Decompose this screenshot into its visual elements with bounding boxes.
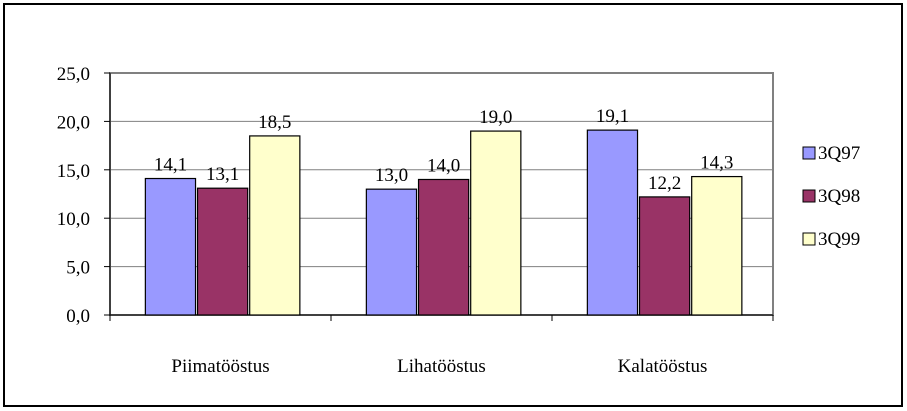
y-tick-label: 5,0 xyxy=(66,258,90,279)
bar xyxy=(196,187,249,316)
bar xyxy=(417,178,470,316)
value-label: 19,0 xyxy=(479,107,512,128)
x-tick-label: Piimatööstus xyxy=(171,356,269,377)
legend-swatch xyxy=(802,189,816,203)
bar xyxy=(691,175,743,316)
value-label: 13,1 xyxy=(206,164,239,185)
y-tick-label: 0,0 xyxy=(66,306,90,327)
bar xyxy=(144,177,197,316)
legend-label: 3Q97 xyxy=(818,143,860,164)
value-label: 14,1 xyxy=(154,155,187,176)
value-label: 14,0 xyxy=(427,155,460,176)
value-label: 19,1 xyxy=(596,106,629,127)
legend-label: 3Q98 xyxy=(818,186,860,207)
value-label: 12,2 xyxy=(648,173,681,194)
x-tick-label: Lihatööstus xyxy=(397,356,486,377)
legend-label: 3Q99 xyxy=(818,229,860,250)
bar xyxy=(638,196,691,316)
bar xyxy=(249,135,301,316)
value-label: 14,3 xyxy=(700,153,733,174)
y-tick-label: 15,0 xyxy=(57,161,90,182)
legend-swatch xyxy=(802,146,816,160)
y-tick-label: 25,0 xyxy=(57,64,90,85)
legend-swatch xyxy=(802,232,816,246)
bar xyxy=(586,129,639,316)
bar xyxy=(470,130,522,316)
bar xyxy=(365,188,418,316)
y-tick-label: 10,0 xyxy=(57,209,90,230)
y-tick-label: 20,0 xyxy=(57,112,90,133)
value-label: 18,5 xyxy=(258,112,291,133)
x-tick-label: Kalatööstus xyxy=(618,356,708,377)
value-label: 13,0 xyxy=(375,165,408,186)
